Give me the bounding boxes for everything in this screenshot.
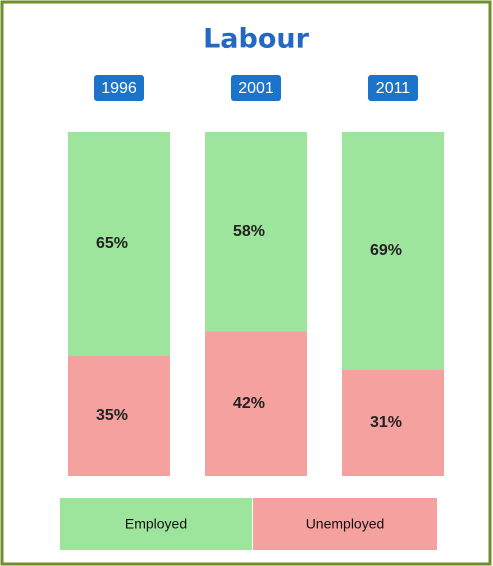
bar-segment: [205, 132, 307, 332]
bar-segment: [68, 132, 170, 356]
year-badge: [94, 75, 144, 101]
bar-segment: [68, 355, 170, 476]
x-tick-label: 2011: [376, 80, 411, 97]
value-label: 42%: [233, 395, 265, 412]
legend-text: Unemployed: [306, 516, 385, 532]
value-label: 31%: [370, 414, 402, 431]
value-label: 58%: [233, 223, 265, 240]
value-label: 65%: [96, 235, 128, 252]
bar-segment: [342, 132, 444, 370]
year-badge: [231, 75, 281, 101]
x-tick-label: 2001: [238, 80, 274, 97]
bar-segment: [342, 369, 444, 476]
legend-swatch: [60, 498, 252, 550]
value-label: 69%: [370, 242, 402, 259]
year-badge: [368, 75, 418, 101]
legend-swatch: [253, 498, 437, 550]
legend-text: Employed: [125, 516, 187, 532]
x-tick-label: 1996: [101, 80, 137, 97]
value-label: 35%: [96, 407, 128, 424]
bar-segment: [205, 331, 307, 476]
chart-title: Labour: [203, 24, 310, 55]
